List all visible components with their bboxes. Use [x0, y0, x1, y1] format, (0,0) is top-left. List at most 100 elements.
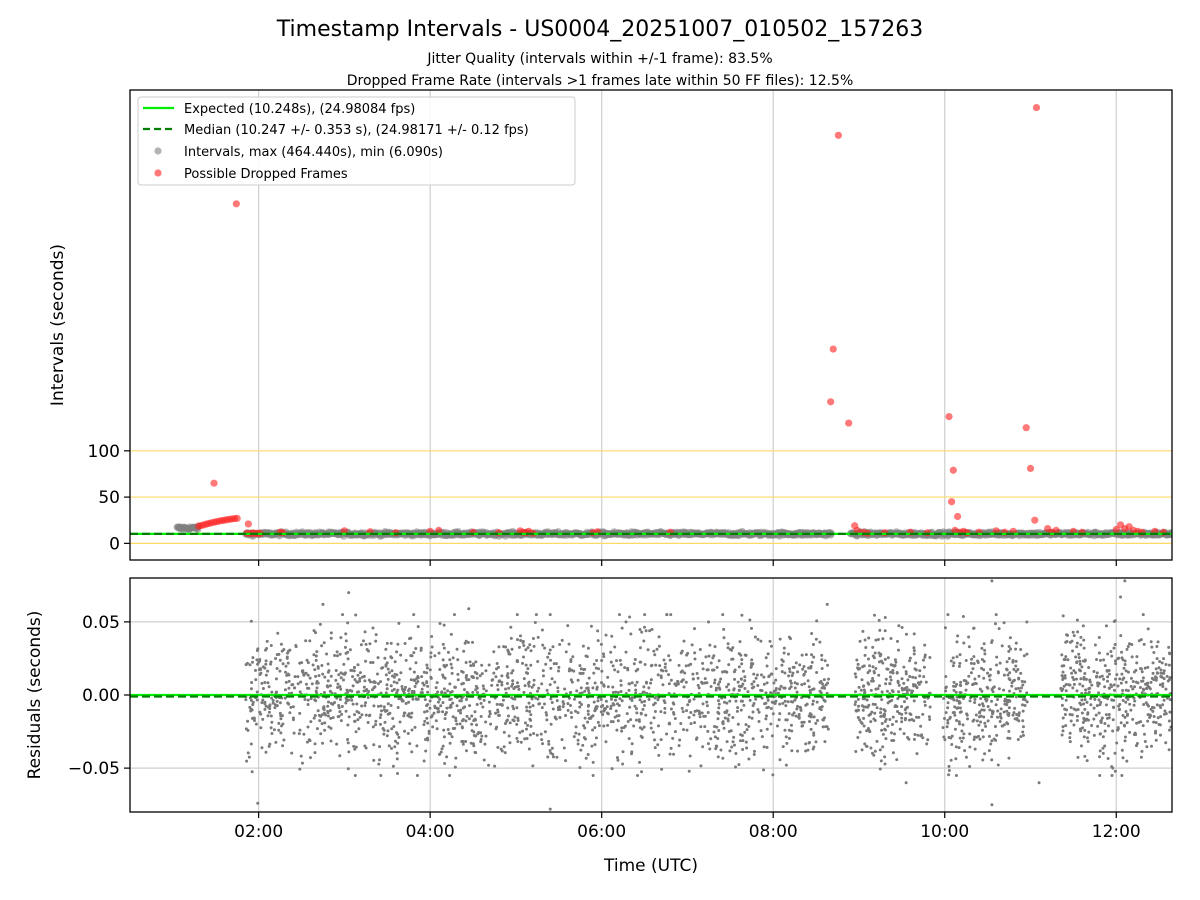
residual-point	[451, 715, 455, 719]
residual-point	[788, 670, 792, 674]
residual-point	[1064, 698, 1068, 702]
residual-point	[778, 702, 782, 706]
residual-point	[1078, 669, 1082, 673]
residual-point	[723, 716, 727, 720]
residual-point	[942, 696, 946, 700]
residual-point	[740, 733, 744, 737]
residual-point	[791, 713, 795, 717]
residual-point	[1123, 715, 1127, 719]
residual-point	[861, 708, 865, 712]
residual-point	[925, 742, 929, 746]
residual-point	[995, 655, 999, 659]
residual-point	[299, 680, 303, 684]
residual-point	[308, 676, 312, 680]
residual-point	[583, 716, 587, 720]
residual-point	[980, 657, 984, 661]
residual-point	[492, 650, 496, 654]
residual-point	[1011, 659, 1015, 663]
y-tick-label: 0.00	[82, 686, 120, 706]
residual-point	[1112, 646, 1116, 650]
residual-point	[602, 652, 606, 656]
residual-point	[1079, 744, 1083, 748]
residual-point	[1114, 662, 1118, 666]
residual-point	[586, 689, 590, 693]
residual-point	[730, 745, 734, 749]
residual-point	[972, 682, 976, 686]
residual-point	[270, 690, 274, 694]
residual-point	[994, 622, 998, 626]
residual-point	[278, 701, 282, 705]
residual-point	[669, 707, 673, 711]
residual-point	[660, 767, 664, 771]
residual-point	[569, 659, 573, 663]
residual-point	[1094, 713, 1098, 717]
residual-point	[857, 685, 861, 689]
residual-point	[274, 677, 278, 681]
residual-point	[473, 710, 477, 714]
residual-point	[1154, 720, 1158, 724]
residual-point	[652, 716, 656, 720]
residual-point	[782, 651, 786, 655]
chart-title: Timestamp Intervals - US0004_20251007_01…	[276, 17, 923, 42]
legend-box	[137, 96, 576, 186]
residual-point	[764, 717, 768, 721]
residual-point	[722, 700, 726, 704]
residual-point	[623, 666, 627, 670]
residual-point	[1135, 661, 1139, 665]
residual-point	[891, 715, 895, 719]
residual-point	[778, 758, 782, 762]
residual-point	[569, 711, 573, 715]
residual-point	[676, 680, 680, 684]
residual-point	[487, 700, 491, 704]
residual-point	[976, 734, 980, 738]
residual-point	[643, 613, 647, 617]
residual-point	[273, 706, 277, 710]
residual-point	[600, 669, 604, 673]
residual-point	[994, 703, 998, 707]
residual-point	[741, 669, 745, 673]
residual-point	[609, 660, 613, 664]
residual-point	[446, 727, 450, 731]
residual-point	[701, 661, 705, 665]
residual-point	[503, 722, 507, 726]
residual-point	[386, 677, 390, 681]
residual-point	[786, 700, 790, 704]
residual-point	[762, 745, 766, 749]
residual-point	[269, 726, 273, 730]
residual-point	[511, 682, 515, 686]
residual-point	[1000, 724, 1004, 728]
residual-point	[1070, 713, 1074, 717]
residual-point	[1101, 746, 1105, 750]
legend-swatch	[154, 169, 162, 177]
residual-point	[465, 674, 469, 678]
residual-point	[1123, 739, 1127, 743]
residual-point	[969, 671, 973, 675]
residual-point	[497, 645, 501, 649]
residual-point	[609, 704, 613, 708]
residual-point	[688, 754, 692, 758]
residual-point	[279, 714, 283, 718]
residual-point	[1103, 685, 1107, 689]
residual-point	[860, 678, 864, 682]
residual-point	[347, 715, 351, 719]
residual-point	[986, 704, 990, 708]
residual-point	[550, 746, 554, 750]
residual-point	[692, 697, 696, 701]
residual-point	[389, 684, 393, 688]
residual-point	[961, 723, 965, 727]
residual-point	[532, 678, 536, 682]
residual-point	[372, 743, 376, 747]
residual-point	[713, 645, 717, 649]
residual-point	[912, 737, 916, 741]
residual-point	[633, 683, 637, 687]
residual-point	[465, 714, 469, 718]
residual-point	[826, 727, 830, 731]
dropped-frame-point	[210, 479, 218, 487]
residual-point	[502, 745, 506, 749]
residual-point	[765, 727, 769, 731]
residual-point	[464, 739, 468, 743]
residual-point	[350, 668, 354, 672]
residual-point	[788, 687, 792, 691]
residual-point	[871, 702, 875, 706]
